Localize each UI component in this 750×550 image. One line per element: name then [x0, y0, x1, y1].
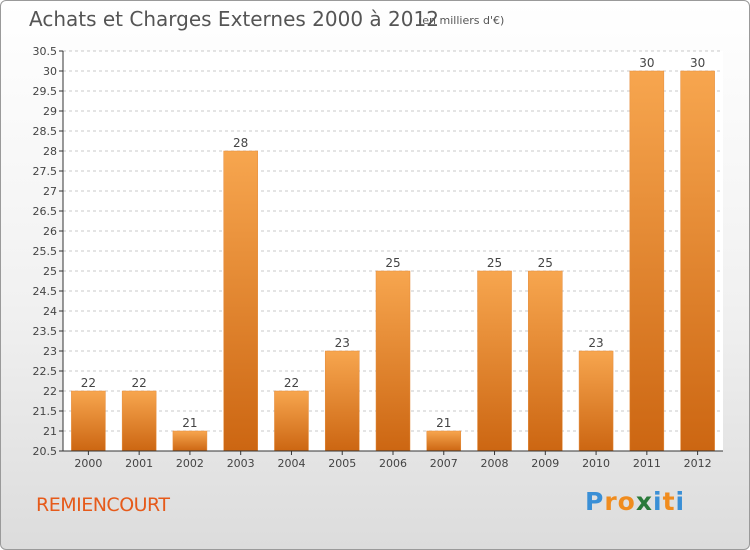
chart-title: Achats et Charges Externes 2000 à 2012 [29, 7, 439, 31]
bar [426, 430, 462, 452]
bar [121, 390, 157, 452]
x-tick-label: 2009 [531, 457, 559, 470]
x-tick-label: 2006 [379, 457, 407, 470]
y-tick-label: 20.5 [33, 445, 58, 458]
x-tick-label: 2012 [684, 457, 712, 470]
y-tick-label: 26 [43, 225, 57, 238]
logo-letter: x [635, 487, 653, 516]
bar-value-label: 23 [335, 336, 350, 350]
x-tick-label: 2002 [176, 457, 204, 470]
bar-value-label: 22 [81, 376, 96, 390]
y-tick-label: 21 [43, 425, 57, 438]
bar-value-label: 22 [132, 376, 147, 390]
x-tick-label: 2008 [481, 457, 509, 470]
y-tick-label: 30.5 [33, 45, 58, 58]
bar [274, 390, 309, 452]
logo-letter: P [585, 487, 605, 516]
bar [578, 350, 614, 452]
y-tick-label: 30 [43, 65, 57, 78]
x-tick-label: 2005 [328, 457, 356, 470]
bar [528, 270, 563, 452]
bar [680, 70, 715, 452]
y-tick-label: 29 [43, 105, 57, 118]
bar [324, 350, 360, 452]
x-tick-label: 2000 [74, 457, 102, 470]
bar-value-label: 30 [690, 56, 705, 70]
x-tick-label: 2010 [582, 457, 610, 470]
logo-letter: i [653, 487, 663, 516]
y-tick-label: 25 [43, 265, 57, 278]
y-tick-label: 21.5 [33, 405, 58, 418]
bar-value-label: 23 [588, 336, 603, 350]
commune-name: REMIENCOURT [36, 494, 170, 516]
y-tick-label: 27.5 [33, 165, 58, 178]
y-tick-label: 22 [43, 385, 57, 398]
bar-value-label: 25 [487, 256, 502, 270]
chart-subtitle: (en milliers d'€) [418, 14, 505, 27]
y-tick-label: 23.5 [33, 325, 58, 338]
y-tick-label: 22.5 [33, 365, 58, 378]
x-tick-label: 2001 [125, 457, 153, 470]
bar-value-label: 28 [233, 136, 248, 150]
y-tick-label: 25.5 [33, 245, 58, 258]
x-tick-label: 2003 [227, 457, 255, 470]
logo-letter: r [604, 487, 618, 516]
bar-value-label: 30 [639, 56, 654, 70]
proxiti-logo: Proxiti [585, 487, 685, 516]
y-tick-label: 24.5 [33, 285, 58, 298]
y-tick-label: 28 [43, 145, 57, 158]
logo-letter: t [662, 487, 676, 516]
bar-value-label: 21 [436, 416, 451, 430]
y-tick-label: 27 [43, 185, 57, 198]
y-tick-label: 28.5 [33, 125, 58, 138]
bar-value-label: 21 [182, 416, 197, 430]
bar [629, 70, 665, 452]
bar [375, 270, 411, 452]
bar-value-label: 25 [385, 256, 400, 270]
x-tick-label: 2011 [633, 457, 661, 470]
x-tick-label: 2007 [430, 457, 458, 470]
bar [172, 430, 208, 452]
bar-value-label: 25 [538, 256, 553, 270]
bar [477, 270, 512, 452]
y-tick-label: 24 [43, 305, 57, 318]
y-tick-label: 23 [43, 345, 57, 358]
bar [223, 150, 258, 452]
logo-letter: o [617, 487, 636, 516]
x-tick-label: 2004 [277, 457, 305, 470]
bar-value-label: 22 [284, 376, 299, 390]
y-tick-label: 26.5 [33, 205, 58, 218]
bar [71, 390, 106, 452]
y-tick-label: 29.5 [33, 85, 58, 98]
logo-letter: i [675, 487, 686, 516]
